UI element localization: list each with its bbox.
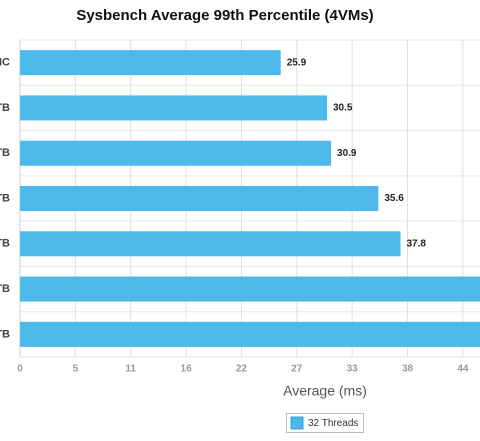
y-tick-label: TB [0,102,10,114]
bar [20,95,328,121]
legend-label: 32 Threads [308,418,358,429]
bar [20,140,332,166]
bar [20,231,401,257]
chart-title: Sysbench Average 99th Percentile (4VMs) [76,7,373,24]
x-tick-label: 16 [181,364,193,375]
x-tick-label: 44 [457,364,469,375]
x-tick-label: 0 [17,364,23,375]
legend-box [286,413,364,433]
data-label: 30.9 [337,148,357,159]
x-tick-label: 22 [236,364,248,375]
data-label: 35.6 [384,193,404,204]
x-tick-label: 5 [73,364,79,375]
x-tick-label: 11 [125,364,136,375]
bar [20,276,480,302]
x-tick-label: 33 [347,364,359,375]
data-label: 30.5 [333,103,353,114]
y-tick-label: TB [0,192,10,204]
y-tick-label: TB [0,238,10,250]
data-label: 37.8 [406,238,426,249]
y-tick-label: TB [0,283,10,295]
bar [20,50,281,76]
data-label: 25.9 [287,57,307,68]
x-axis-title: Average (ms) [283,383,367,399]
legend-swatch [290,416,304,430]
x-tick-label: 38 [402,364,414,375]
x-tick-label: 27 [291,364,303,375]
y-tick-label: TB [0,328,10,340]
bar [20,186,379,211]
y-tick-label: IC [0,57,10,69]
y-tick-label: TB [0,147,10,159]
bar [20,321,480,347]
